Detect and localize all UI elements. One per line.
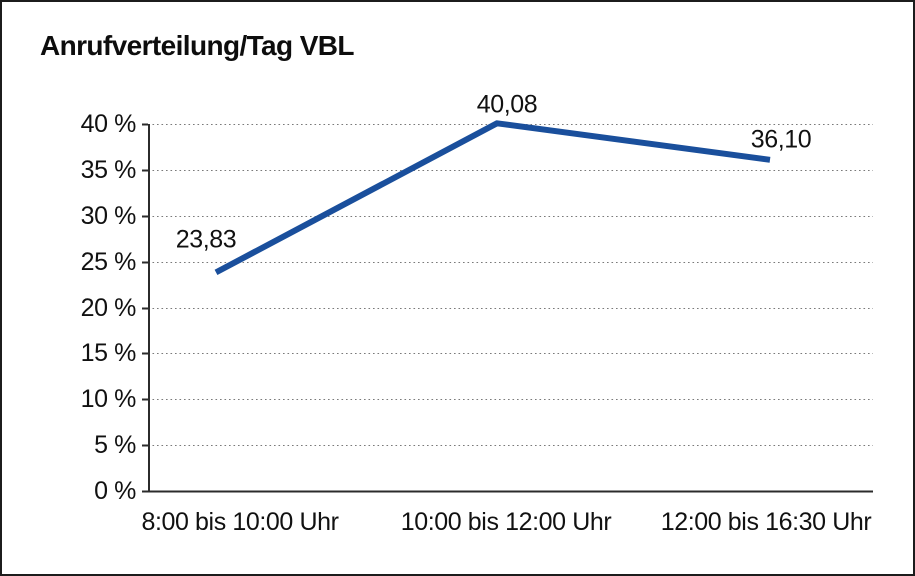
x-category-label: 12:00 bis 16:30 Uhr	[660, 508, 872, 536]
data-point-label: 23,83	[175, 225, 237, 254]
y-tick-label: 30 %	[80, 201, 137, 230]
y-tick-label: 10 %	[80, 385, 137, 414]
x-category-label: 10:00 bis 12:00 Uhr	[400, 508, 612, 536]
y-tick-label: 40 %	[80, 110, 137, 138]
chart-title: Anrufverteilung/Tag VBL	[40, 30, 355, 61]
y-tick-label: 15 %	[80, 339, 137, 368]
data-point-label: 40,08	[476, 90, 538, 119]
series-line	[214, 120, 771, 276]
y-tick-label: 25 %	[80, 247, 137, 276]
y-tick-label: 0 %	[94, 477, 136, 505]
y-tick-label: 35 %	[80, 155, 137, 184]
y-tick-label: 5 %	[94, 431, 136, 460]
x-category-label: 8:00 bis 10:00 Uhr	[141, 508, 339, 536]
data-point-label: 36,10	[750, 125, 812, 154]
y-tick-label: 20 %	[80, 293, 137, 322]
